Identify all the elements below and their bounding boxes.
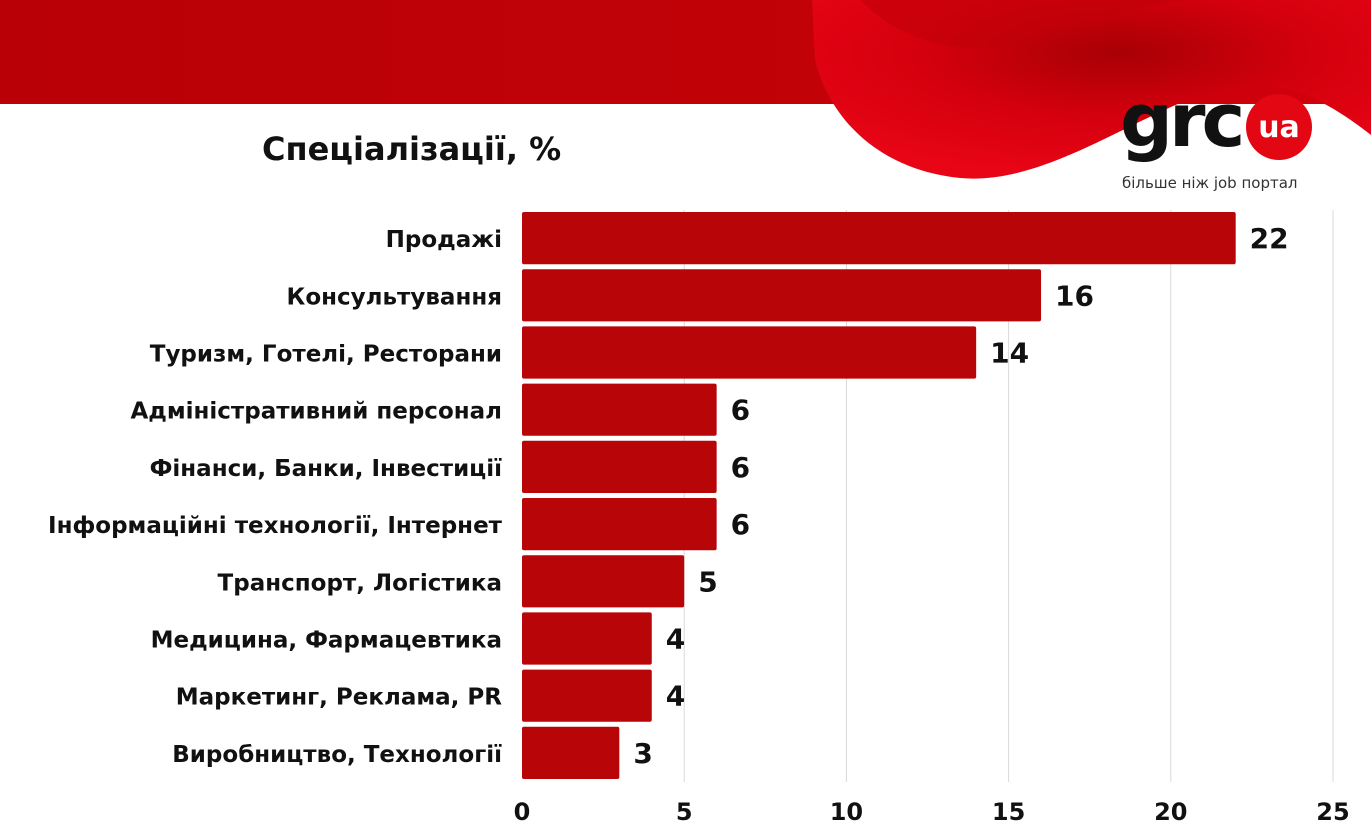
data-label: 4 bbox=[666, 623, 685, 656]
logo-tagline: більше ніж job портал bbox=[1122, 174, 1298, 192]
bar bbox=[522, 669, 652, 722]
bar bbox=[522, 269, 1042, 322]
category-label: Інформаційні технології, Інтернет bbox=[48, 513, 503, 539]
grc-logo: grc ua більше ніж job портал bbox=[1118, 84, 1318, 197]
data-label: 16 bbox=[1055, 279, 1094, 312]
bar bbox=[522, 612, 652, 665]
category-label: Фінанси, Банки, Інвестиції bbox=[150, 456, 503, 482]
data-label: 3 bbox=[633, 737, 652, 770]
banner-swoosh-shade bbox=[860, 0, 1220, 48]
data-label: 6 bbox=[731, 394, 750, 427]
category-label: Консультування bbox=[287, 284, 502, 310]
category-label: Адміністративний персонал bbox=[130, 399, 502, 425]
x-tick-label: 15 bbox=[992, 798, 1025, 826]
x-tick-label: 5 bbox=[676, 798, 693, 826]
category-label: Продажі bbox=[386, 227, 502, 253]
category-label: Медицина, Фармацевтика bbox=[151, 628, 502, 654]
bar bbox=[522, 498, 717, 551]
x-tick-label: 10 bbox=[830, 798, 863, 826]
data-label: 5 bbox=[698, 565, 717, 598]
category-label: Маркетинг, Реклама, PR bbox=[176, 685, 503, 711]
bar bbox=[522, 383, 717, 436]
data-label: 14 bbox=[990, 337, 1029, 370]
logo-wordmark: grc bbox=[1120, 78, 1245, 164]
x-tick-label: 20 bbox=[1154, 798, 1187, 826]
bar bbox=[522, 726, 620, 779]
chart-title: Спеціалізації, % bbox=[262, 130, 562, 168]
category-label: Транспорт, Логістика bbox=[218, 570, 502, 596]
x-tick-label: 0 bbox=[514, 798, 531, 826]
category-label: Туризм, Готелі, Ресторани bbox=[150, 342, 502, 368]
category-label: Виробництво, Технології bbox=[172, 742, 502, 768]
bar bbox=[522, 555, 685, 608]
header-banner bbox=[0, 0, 1371, 179]
data-label: 6 bbox=[731, 508, 750, 541]
bar bbox=[522, 212, 1236, 265]
data-label: 22 bbox=[1250, 222, 1289, 255]
data-label: 4 bbox=[666, 680, 685, 713]
bar bbox=[522, 326, 977, 379]
logo-badge: ua bbox=[1246, 94, 1312, 160]
data-label: 6 bbox=[731, 451, 750, 484]
bar bbox=[522, 440, 717, 493]
x-tick-label: 25 bbox=[1316, 798, 1349, 826]
